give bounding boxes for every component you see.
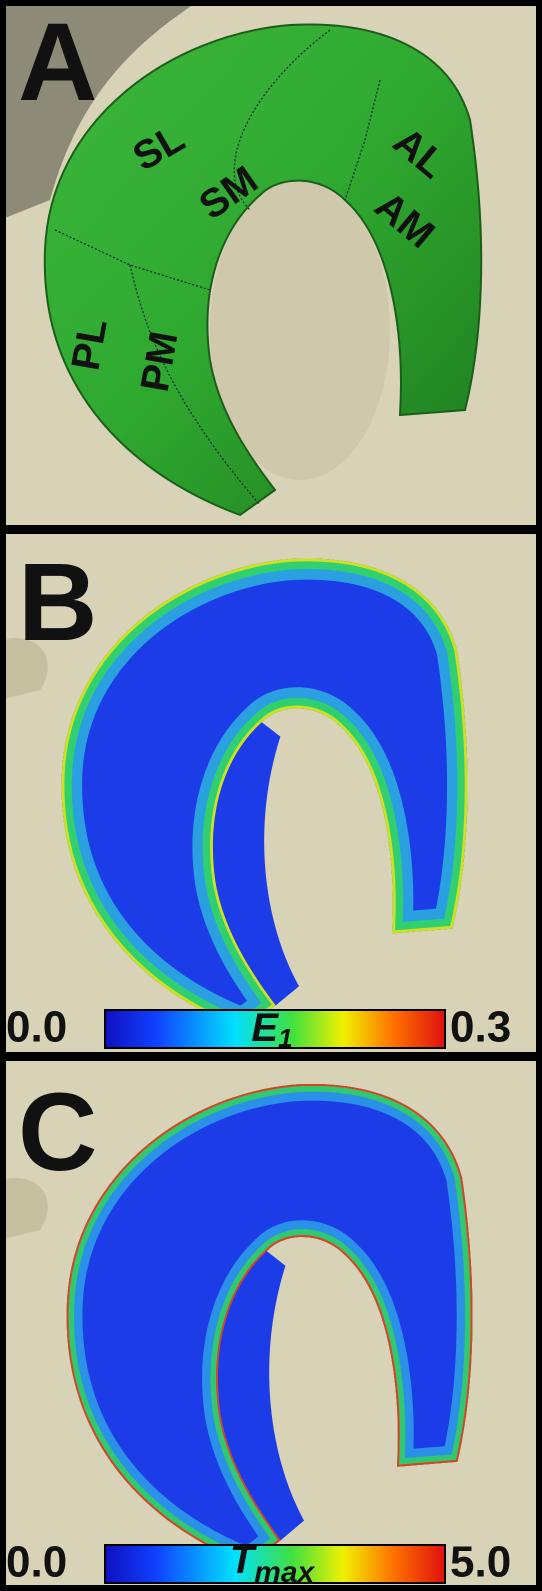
panel-label: B	[18, 541, 97, 664]
symbol-subscript: 1	[278, 1023, 292, 1053]
panel-c: C 0.0 5.0 Tmax	[3, 1058, 539, 1589]
panel-b: B 0.0 0.3 E1	[3, 531, 539, 1055]
panel-label: A	[18, 1, 97, 124]
colorbar-max: 0.3	[450, 1003, 511, 1052]
colorbar-min: 0.0	[6, 1003, 67, 1052]
colorbar	[104, 1544, 446, 1584]
symbol: E	[251, 1006, 279, 1050]
panel-frame	[0, 1055, 542, 1591]
colorbar	[104, 1009, 446, 1049]
panel-label: C	[18, 1071, 97, 1194]
colorbar-min: 0.0	[6, 1538, 67, 1587]
region-label: PL	[63, 316, 115, 374]
symbol-subscript: max	[254, 1556, 315, 1589]
panel-a: A SL SM AL AM PL PM	[3, 1, 539, 528]
colorbar-symbol: Tmax	[230, 1538, 316, 1589]
colorbar-symbol: E1	[251, 1006, 292, 1053]
region-label: PM	[133, 328, 187, 395]
symbol: T	[230, 1538, 258, 1582]
colorbar-max: 5.0	[450, 1538, 511, 1587]
